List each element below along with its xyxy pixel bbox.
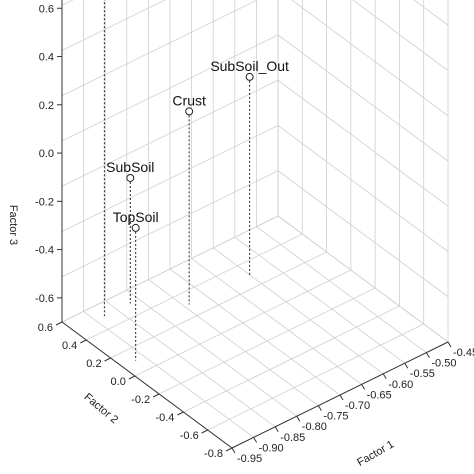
z-axis-label: Factor 3 (7, 205, 19, 245)
grid-line (86, 233, 303, 341)
x-tick (404, 362, 409, 369)
x-tick-label: -0.75 (323, 411, 348, 423)
grid-line (83, 311, 254, 438)
grid-line (212, 247, 384, 375)
grid-line (61, 0, 259, 97)
y-tick-label: -0.4 (155, 412, 174, 424)
x-tick-label: -0.65 (367, 389, 392, 401)
y-tick-label: 0.6 (38, 322, 53, 334)
z-tick-label: 0.2 (39, 100, 54, 112)
grid-line (126, 289, 298, 417)
x-tick-label: -0.85 (280, 432, 305, 444)
data-point-label: SubSoil (106, 159, 154, 175)
data-point (131, 223, 140, 232)
grid-line (277, 79, 449, 207)
x-tick (296, 415, 301, 422)
x-tick-label: -0.45 (453, 347, 474, 359)
grid-line (110, 251, 327, 359)
x-tick (274, 426, 279, 433)
y-axis-label: Factor 2 (82, 391, 121, 426)
y-tick-label: 0.0 (111, 376, 126, 388)
x-tick (317, 405, 322, 411)
x-tick (425, 352, 430, 358)
data-point (126, 173, 135, 182)
x-tick-label: -0.50 (431, 358, 456, 370)
y-tick-label: -0.2 (131, 394, 150, 406)
grid-line (413, 0, 449, 26)
z-tick-label: 0.0 (39, 148, 54, 160)
x-tick (253, 437, 258, 443)
data-point-label: Crust (172, 92, 206, 108)
x-tick-label: -0.80 (302, 421, 327, 433)
x-tick-label: -0.90 (259, 442, 284, 454)
grid-line (61, 0, 166, 51)
grid-line (352, 0, 449, 71)
y-tick (225, 447, 233, 452)
y-tick-label: 0.4 (62, 340, 77, 352)
z-tick-label: 0.4 (39, 52, 54, 64)
grid-line (277, 34, 449, 162)
z-tick-label: 0.6 (39, 3, 54, 15)
y-tick (152, 393, 160, 398)
x-tick (231, 447, 236, 454)
grid-line (291, 0, 449, 117)
grid-line (207, 323, 424, 431)
y-tick (55, 321, 63, 326)
grid-line (61, 79, 279, 187)
y-tick (201, 429, 208, 434)
y-tick (177, 411, 184, 416)
grid-line (191, 258, 362, 385)
data-point-label: TopSoil (113, 209, 159, 225)
data-point (245, 72, 254, 81)
x-tick (382, 373, 387, 380)
z-tick-label: -0.2 (35, 196, 54, 208)
grid-line (61, 170, 279, 278)
y-axis-line (61, 321, 233, 449)
y-tick-label: 0.2 (86, 358, 101, 370)
points-layer: TopSoil_OutTopSoilSubSoilCrustSubSoil_Ou… (103, 0, 289, 361)
y-tick (104, 357, 111, 362)
x-tick-label: -0.60 (388, 379, 413, 391)
z-tick-label: -0.4 (35, 245, 54, 257)
grid-line (277, 170, 449, 298)
y-tick-label: -0.8 (204, 448, 223, 460)
grid-line (169, 268, 341, 396)
x-tick (339, 394, 344, 401)
grid-line (61, 125, 279, 232)
y-tick (80, 339, 87, 344)
z-tick-label: -0.6 (35, 293, 54, 305)
grid-line (61, 34, 279, 142)
grid-line (134, 269, 352, 377)
grid-line (234, 236, 406, 364)
y-tick (128, 375, 136, 380)
grid-line (183, 305, 400, 413)
x-tick-label: -0.70 (345, 400, 370, 412)
data-point (185, 107, 194, 116)
x-tick-label: -0.55 (410, 368, 435, 380)
x-tick-label: -0.95 (237, 453, 262, 465)
data-point-label: SubSoil_Out (210, 58, 289, 74)
x-axis-label: Factor 1 (355, 438, 396, 469)
grid-line (104, 300, 276, 428)
grid-line (256, 226, 427, 353)
y-tick-label: -0.6 (180, 430, 199, 442)
grid-line (277, 125, 449, 252)
grid-line (158, 287, 376, 395)
grid-line (148, 279, 319, 406)
x-tick (361, 384, 366, 390)
grid-line (277, 215, 449, 343)
x-tick (447, 341, 452, 348)
grid-line (61, 215, 279, 323)
